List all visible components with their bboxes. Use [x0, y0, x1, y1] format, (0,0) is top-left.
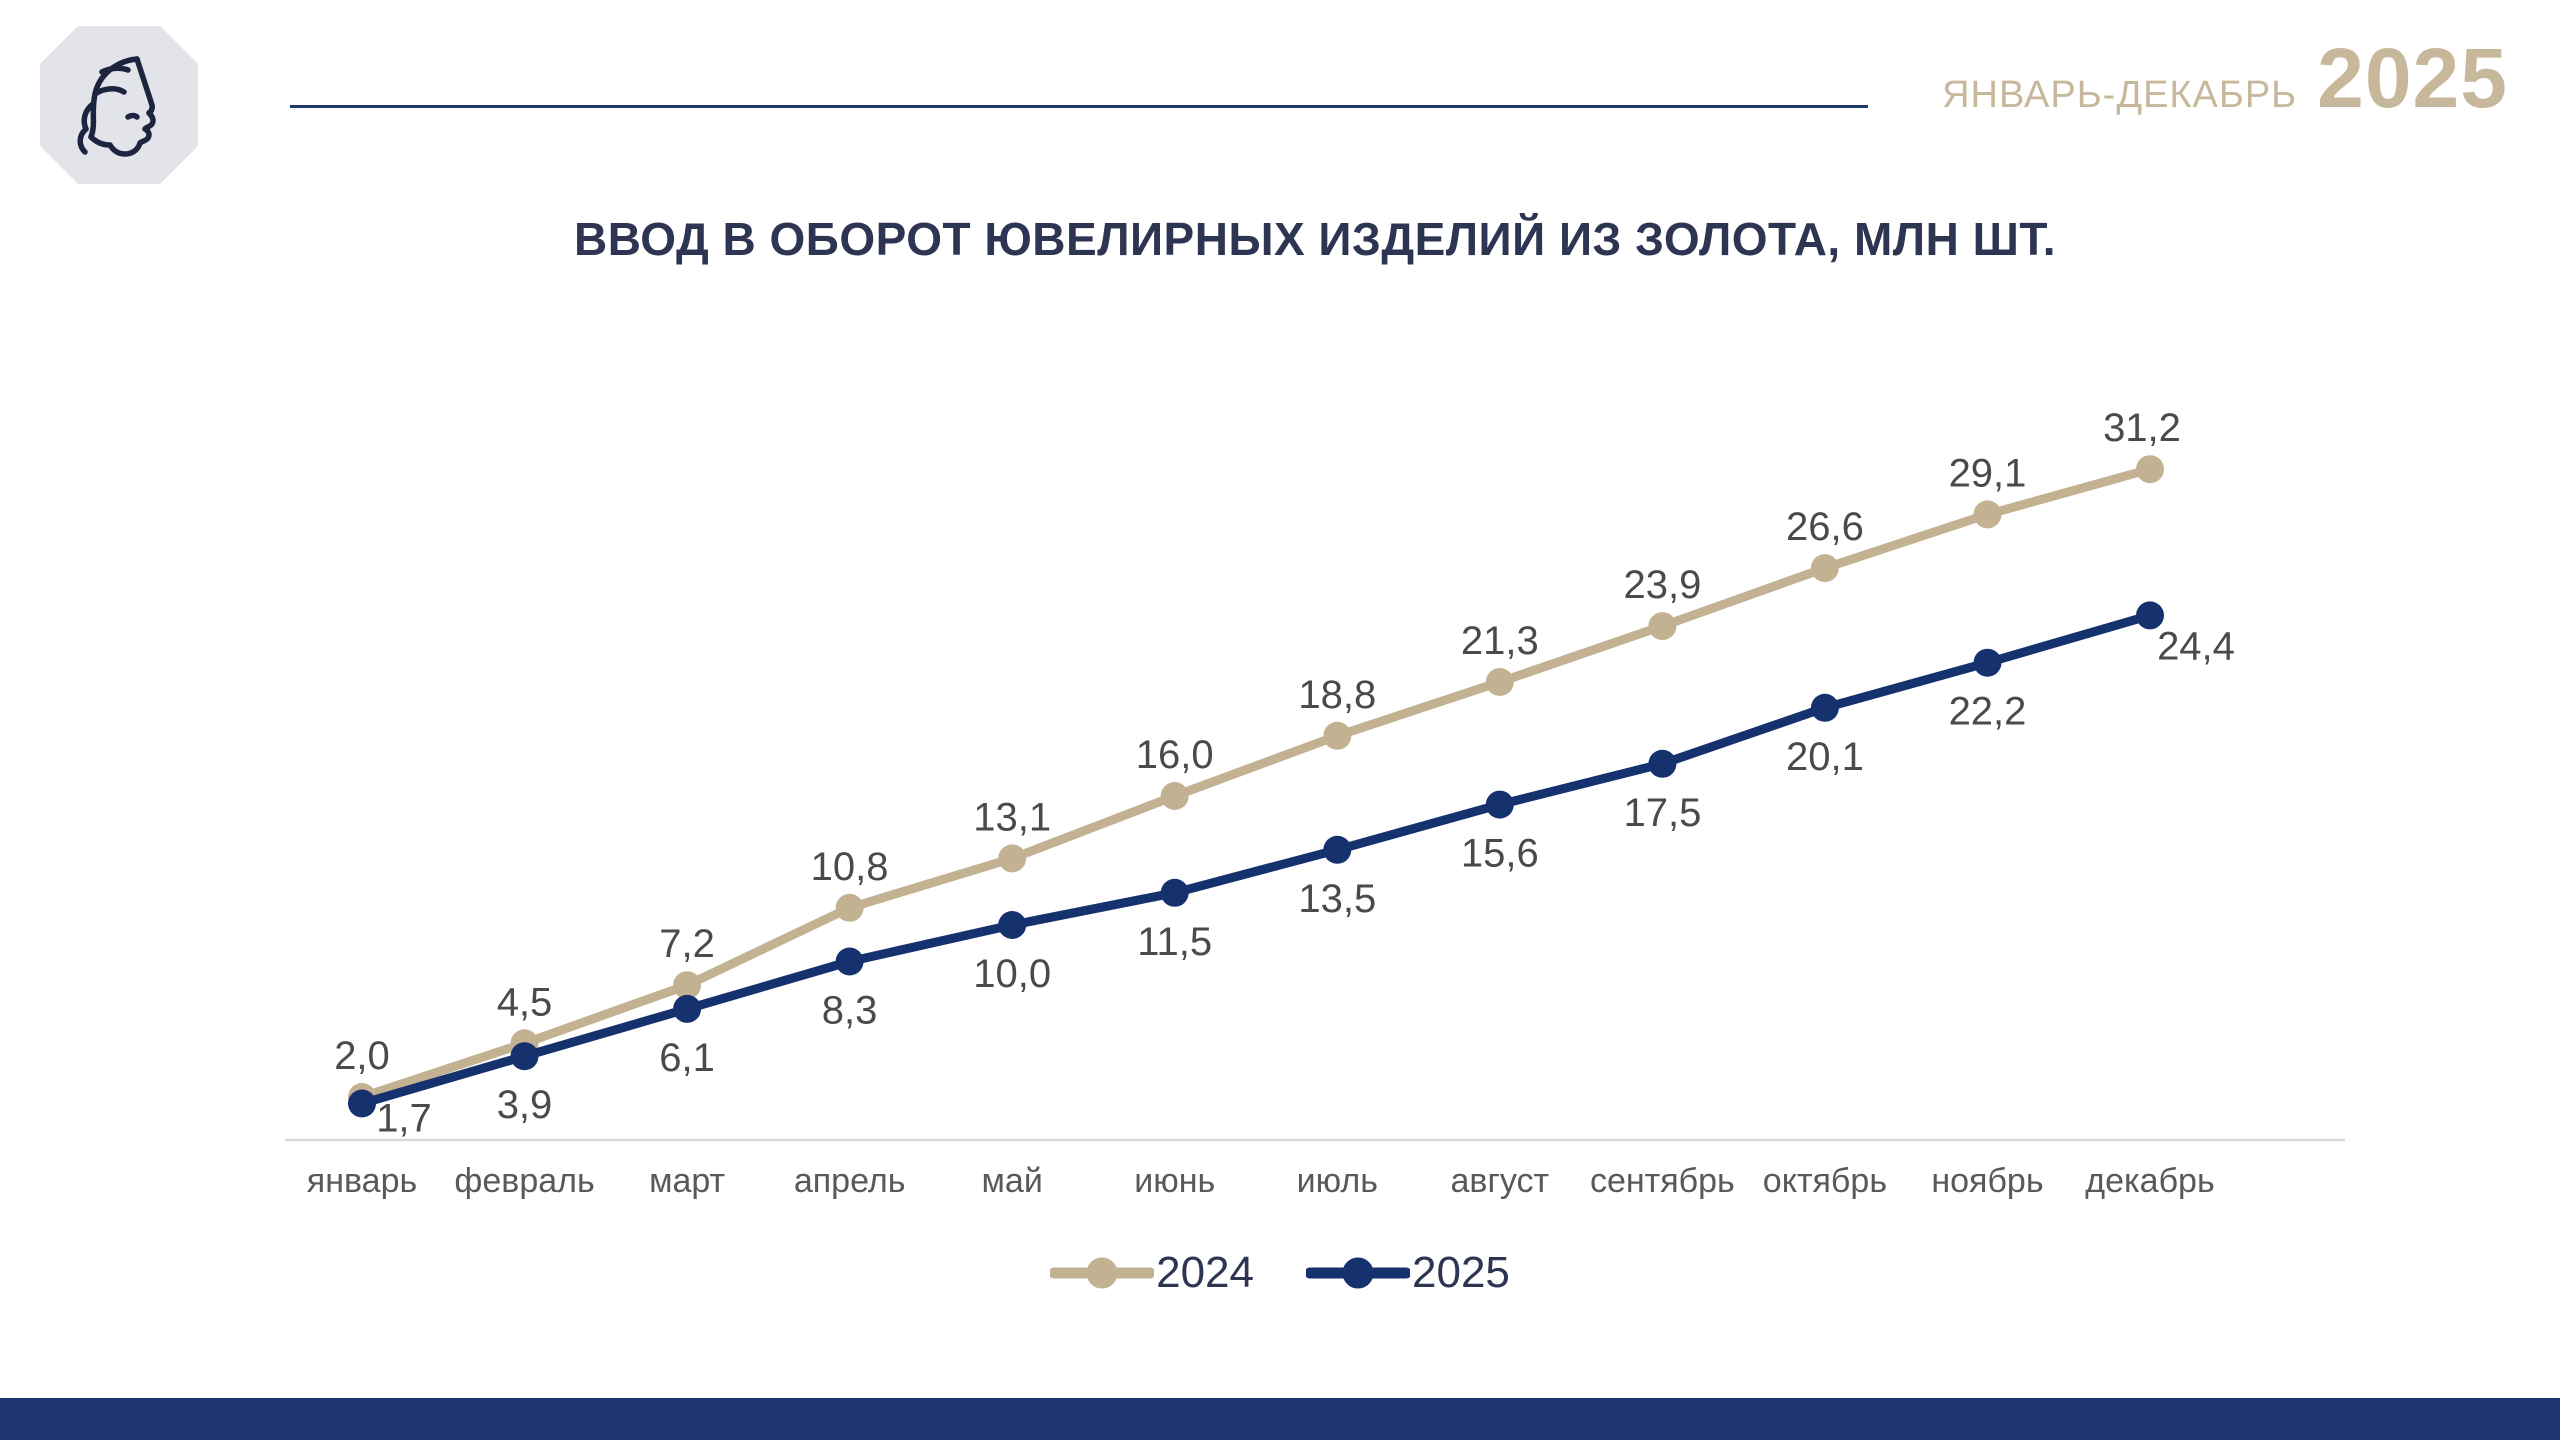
series-line-2024: [357, 464, 2155, 1102]
data-point-2024: [673, 971, 702, 1000]
data-point-2025: [998, 911, 1027, 939]
data-label-2024: 18,8: [1298, 673, 1376, 717]
legend-item-2025: 2025: [1306, 1248, 1510, 1298]
data-label-2025: 15,6: [1461, 832, 1539, 876]
legend-label-2025: 2025: [1412, 1248, 1510, 1297]
assay-chamber-logo: [40, 26, 198, 184]
legend-marker-2025: [1306, 1257, 1410, 1289]
legend-item-2024: 2024: [1050, 1248, 1254, 1298]
data-point-2025: [348, 1089, 376, 1118]
data-point-2025: [673, 994, 702, 1023]
legend-marker-2024: [1050, 1257, 1155, 1289]
footer-bar: [0, 1398, 2560, 1440]
data-label-2024: 21,3: [1461, 619, 1539, 663]
data-label-2024: 2,0: [334, 1034, 390, 1078]
data-label-2025: 11,5: [1137, 920, 1212, 964]
x-axis-label: октябрь: [1763, 1162, 1887, 1200]
data-label-2025: 24,4: [2157, 624, 2235, 668]
data-point-2024: [1485, 668, 1514, 696]
x-axis-label: июль: [1297, 1162, 1378, 1200]
data-label-2024: 16,0: [1136, 733, 1214, 777]
series-line-2025: [357, 610, 2155, 1108]
period-year: 2025: [2317, 31, 2508, 125]
x-axis-label: ноябрь: [1931, 1162, 2043, 1200]
data-point-2024: [1160, 782, 1189, 810]
data-point-2025: [1648, 749, 1677, 778]
data-point-2024: [2136, 455, 2164, 484]
data-point-2025: [1160, 878, 1189, 907]
data-point-2025: [835, 947, 864, 976]
data-label-2025: 20,1: [1786, 735, 1864, 779]
x-axis-label: июнь: [1134, 1162, 1215, 1200]
chart-legend: 2024 2025: [0, 1248, 2560, 1298]
data-point-2025: [1973, 648, 2002, 677]
data-label-2024: 4,5: [497, 980, 553, 1024]
data-label-2024: 29,1: [1949, 451, 2027, 495]
data-point-2025: [1485, 790, 1514, 819]
data-label-2025: 1,7: [376, 1097, 432, 1141]
header-divider-line: [290, 105, 1868, 108]
chart-title: ВВОД В ОБОРОТ ЮВЕЛИРНЫХ ИЗДЕЛИЙ ИЗ ЗОЛОТ…: [573, 213, 2057, 265]
data-point-2025: [2136, 601, 2164, 630]
data-label-2024: 23,9: [1623, 563, 1701, 607]
data-label-2025: 6,1: [659, 1036, 715, 1080]
data-point-2024: [998, 844, 1027, 873]
x-axis-label: август: [1451, 1162, 1550, 1200]
x-axis-label: апрель: [794, 1162, 906, 1200]
x-axis-label: январь: [307, 1162, 417, 1200]
data-point-2024: [1323, 721, 1352, 750]
data-label-2024: 13,1: [973, 795, 1051, 839]
data-label-2025: 13,5: [1298, 877, 1376, 921]
x-axis-label: май: [982, 1162, 1043, 1200]
data-label-2025: 17,5: [1623, 791, 1701, 835]
data-label-2024: 26,6: [1786, 505, 1864, 549]
woman-profile-icon: [40, 26, 198, 184]
data-point-2024: [1973, 500, 2002, 529]
data-label-2024: 10,8: [811, 845, 889, 889]
data-point-2024: [1810, 554, 1839, 583]
x-axis-label: декабрь: [2085, 1162, 2214, 1200]
x-axis-label: сентябрь: [1590, 1162, 1735, 1200]
data-label-2025: 22,2: [1949, 690, 2027, 734]
data-point-2025: [510, 1042, 539, 1071]
x-axis-label: февраль: [454, 1162, 594, 1200]
data-label-2025: 3,9: [497, 1083, 553, 1127]
data-label-2025: 8,3: [822, 989, 878, 1033]
period-label: ЯНВАРЬ-ДЕКАБРЬ: [1942, 74, 2298, 116]
data-point-2025: [1323, 835, 1352, 864]
data-point-2024: [1648, 612, 1677, 641]
data-label-2024: 7,2: [659, 922, 715, 966]
data-point-2025: [1810, 693, 1839, 722]
x-axis-label: март: [649, 1162, 725, 1200]
legend-label-2024: 2024: [1156, 1248, 1254, 1297]
data-label-2024: 31,2: [2103, 406, 2181, 450]
data-label-2025: 10,0: [973, 952, 1051, 996]
report-period: ЯНВАРЬ-ДЕКАБРЬ 2025: [1942, 30, 2508, 127]
data-point-2024: [835, 893, 864, 922]
